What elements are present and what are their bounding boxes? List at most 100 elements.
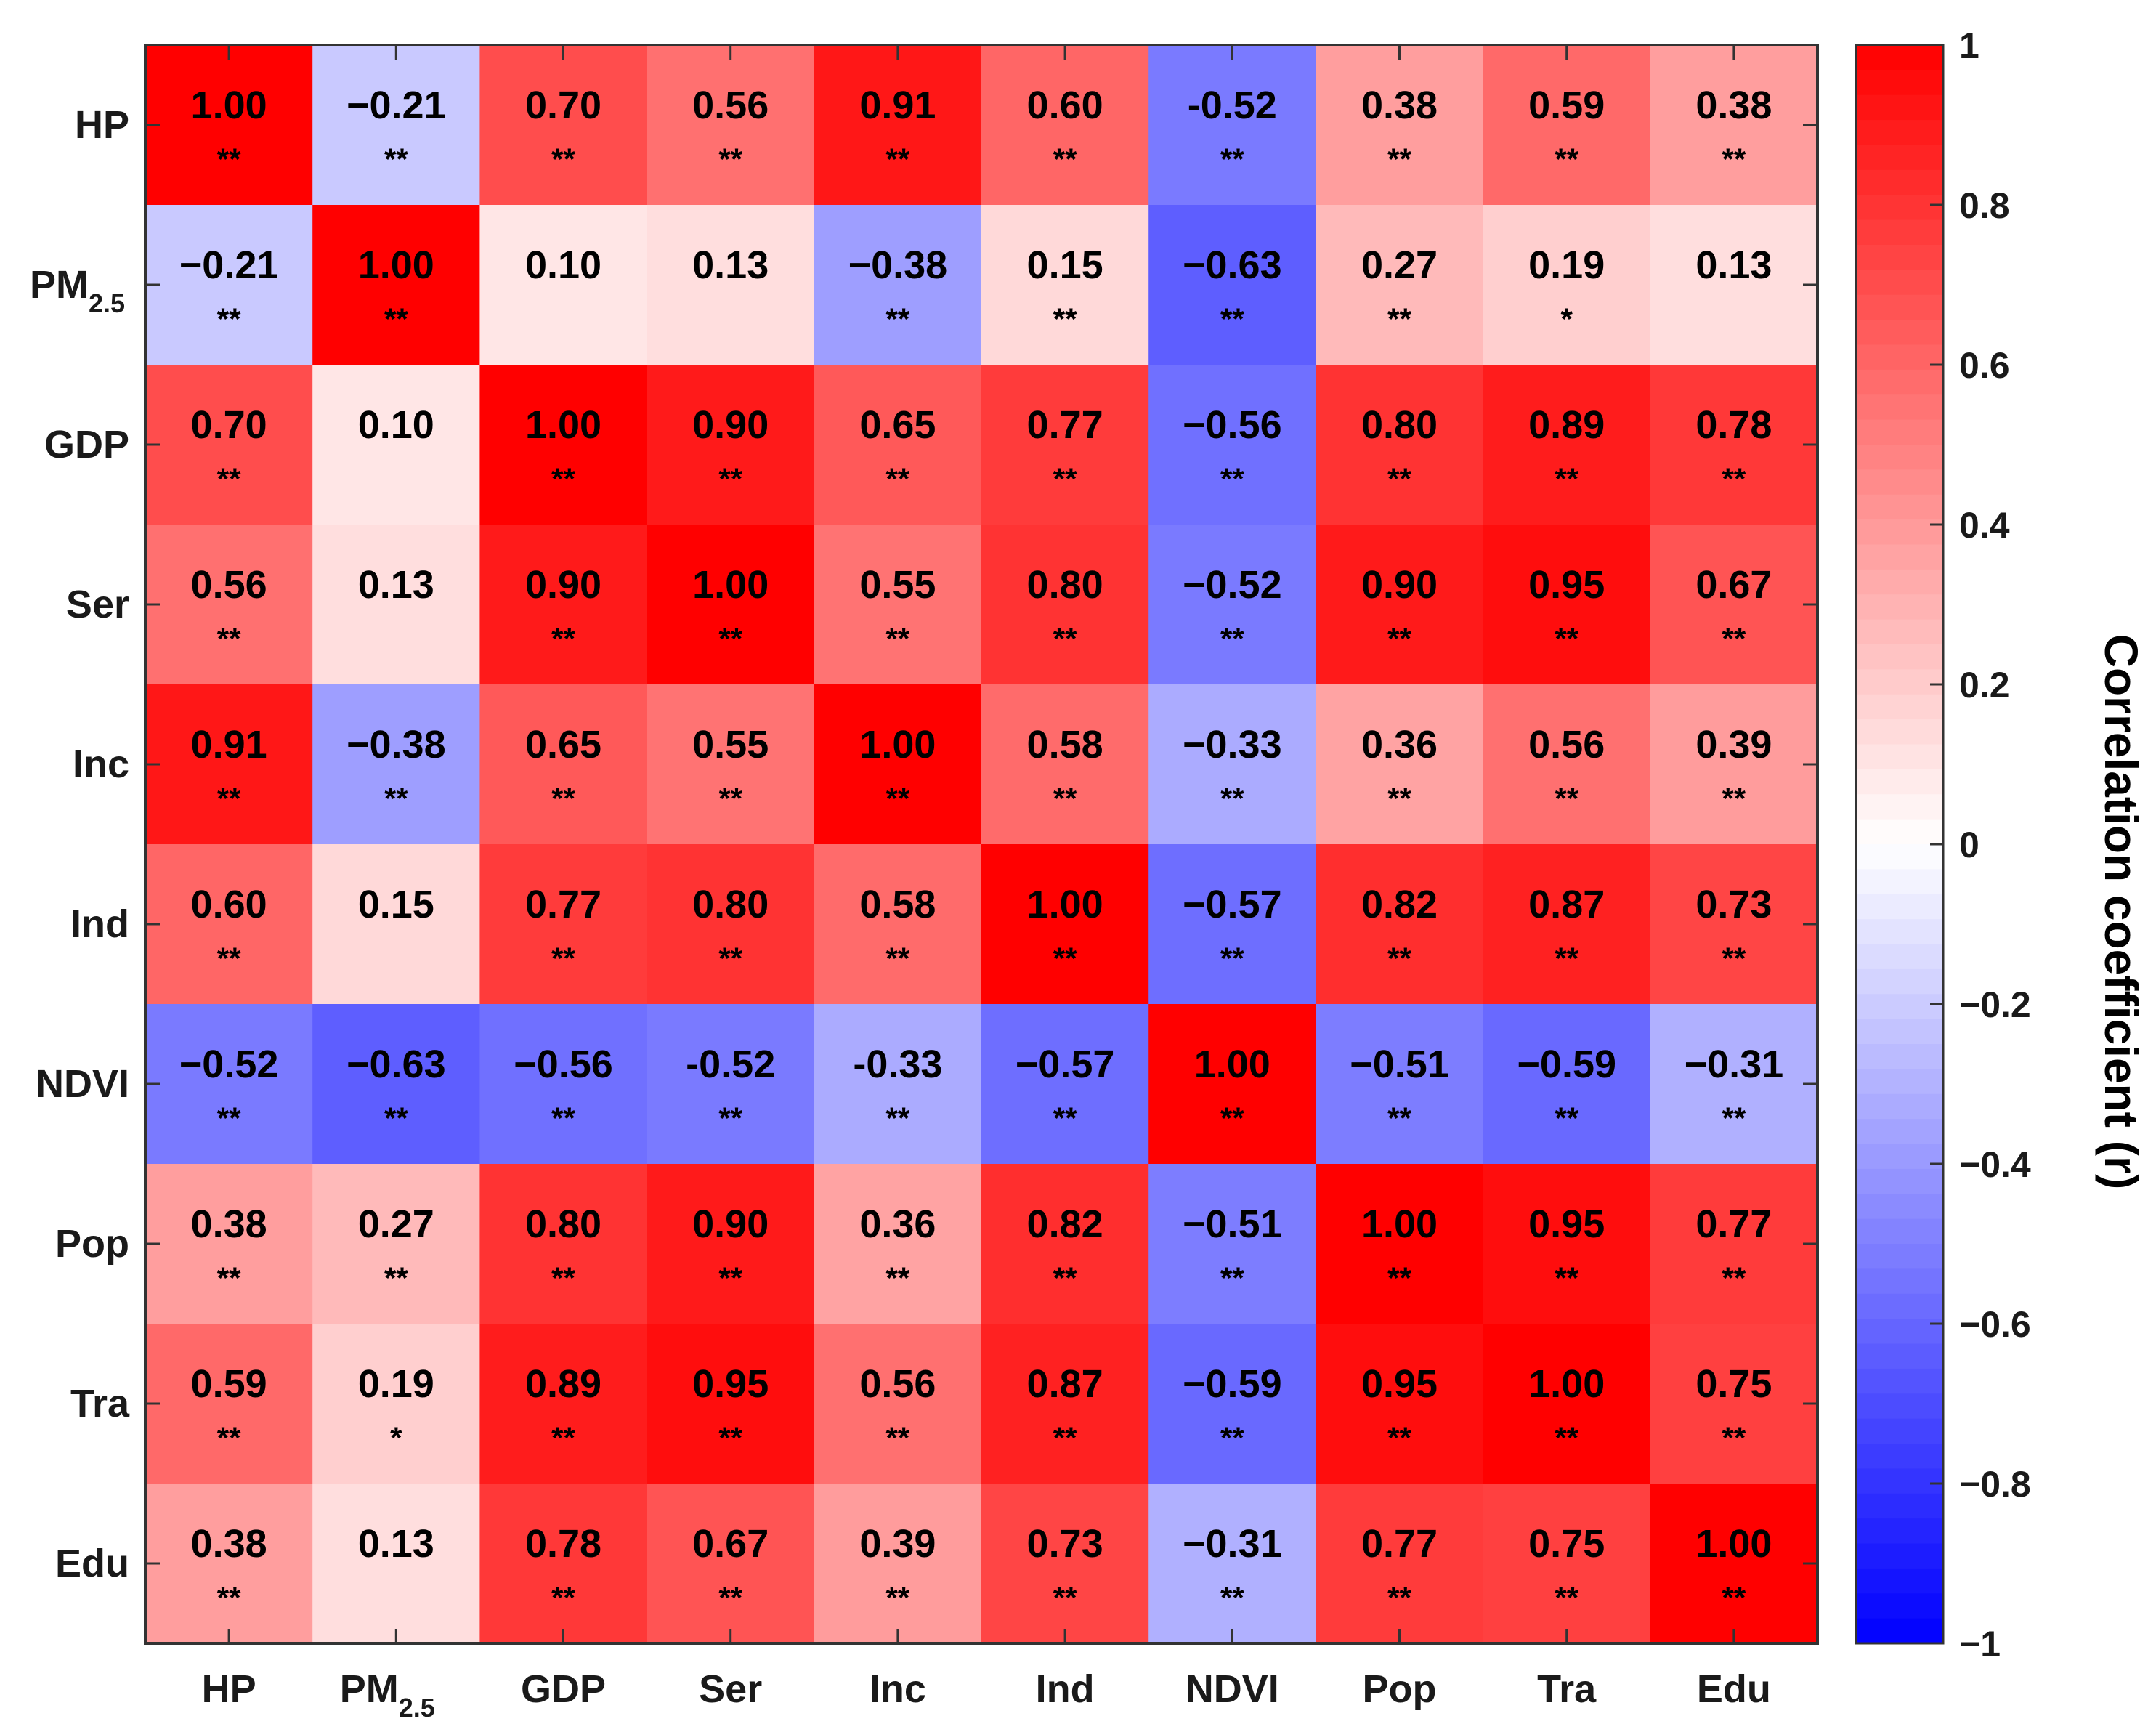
heatmap-cell-hp-pm2-5 bbox=[312, 45, 480, 206]
cell-value-label: 1.00 bbox=[692, 563, 769, 607]
significance-marker: ** bbox=[1555, 462, 1578, 496]
y-label-inc: Inc bbox=[73, 742, 129, 786]
colorbar-step bbox=[1856, 1543, 1943, 1569]
heatmap-cell-pop-inc bbox=[814, 1164, 982, 1324]
significance-marker: ** bbox=[1555, 1101, 1578, 1136]
significance-marker: ** bbox=[217, 1261, 241, 1295]
y-label-edu: Edu bbox=[55, 1542, 129, 1585]
colorbar-step bbox=[1856, 619, 1943, 645]
colorbar-step bbox=[1856, 1518, 1943, 1545]
significance-marker: ** bbox=[1555, 942, 1578, 976]
y-label-hp: HP bbox=[75, 103, 129, 147]
heatmap-cell-pop-hp bbox=[145, 1164, 313, 1324]
cell-value-label: 1.00 bbox=[1361, 1202, 1438, 1246]
colorbar-step bbox=[1856, 544, 1943, 570]
colorbar-step bbox=[1856, 1568, 1943, 1594]
cell-value-label: −0.21 bbox=[179, 243, 279, 287]
cell-value-label: 0.38 bbox=[191, 1202, 267, 1246]
cell-value-label: 0.15 bbox=[358, 883, 434, 926]
heatmap-cell-inc-tra bbox=[1483, 684, 1651, 845]
cell-value-label: 0.56 bbox=[191, 563, 267, 607]
heatmap-cell-gdp-edu bbox=[1650, 365, 1818, 525]
heatmap-cell-ind-edu bbox=[1650, 844, 1818, 1005]
cell-value-label: 0.13 bbox=[692, 243, 769, 287]
significance-marker: ** bbox=[217, 1101, 241, 1136]
cell-value-label: −0.38 bbox=[848, 243, 948, 287]
significance-marker: ** bbox=[1387, 302, 1411, 336]
cell-value-label: 0.95 bbox=[1528, 1202, 1605, 1246]
heatmap-cell-ser-ser bbox=[647, 525, 815, 685]
cell-value-label: 0.58 bbox=[1027, 723, 1103, 766]
heatmap-cell-ind-pm2-5 bbox=[312, 844, 480, 1005]
colorbar-step bbox=[1856, 744, 1943, 770]
heatmap-cell-ser-ndvi bbox=[1148, 525, 1316, 685]
significance-marker: * bbox=[390, 1421, 402, 1455]
cell-value-label: −0.51 bbox=[1350, 1043, 1449, 1086]
heatmap-cell-pm2-5-pm2-5 bbox=[312, 205, 480, 365]
significance-marker: ** bbox=[1053, 1421, 1077, 1455]
cell-value-label: 0.77 bbox=[525, 883, 601, 926]
cell-value-label: 0.10 bbox=[358, 403, 434, 447]
colorbar-step bbox=[1856, 169, 1943, 195]
significance-marker: ** bbox=[718, 462, 742, 496]
heatmap-cell-ndvi-ind bbox=[981, 1004, 1149, 1165]
cell-value-label: −0.21 bbox=[346, 84, 446, 127]
heatmap-cell-pm2-5-hp bbox=[145, 205, 313, 365]
colorbar-step bbox=[1856, 369, 1943, 395]
heatmap-cell-edu-ndvi bbox=[1148, 1484, 1316, 1644]
significance-marker: ** bbox=[1387, 942, 1411, 976]
cell-value-label: −0.33 bbox=[1183, 723, 1282, 766]
heatmap-cell-ndvi-ndvi bbox=[1148, 1004, 1316, 1165]
significance-marker: ** bbox=[886, 462, 910, 496]
heatmap-cell-edu-edu bbox=[1650, 1484, 1818, 1644]
x-label-ndvi: NDVI bbox=[1186, 1667, 1279, 1711]
significance-marker: ** bbox=[551, 942, 575, 976]
colorbar-tick-label: 0.4 bbox=[1959, 505, 2010, 546]
significance-marker: ** bbox=[718, 1581, 742, 1615]
colorbar-step bbox=[1856, 794, 1943, 820]
colorbar-tick-label: −0.4 bbox=[1959, 1144, 2031, 1185]
cell-value-label: −0.59 bbox=[1183, 1362, 1282, 1406]
cell-value-label: -0.52 bbox=[686, 1043, 775, 1086]
cell-value-label: 0.60 bbox=[191, 883, 267, 926]
heatmap-cell-edu-gdp bbox=[479, 1484, 648, 1644]
cell-value-label: 0.89 bbox=[525, 1362, 601, 1406]
significance-marker: ** bbox=[1722, 782, 1746, 816]
colorbar-step bbox=[1856, 819, 1943, 845]
significance-marker: ** bbox=[1722, 142, 1746, 177]
significance-marker: ** bbox=[1722, 1101, 1746, 1136]
heatmap-cell-pop-ndvi bbox=[1148, 1164, 1316, 1324]
heatmap-cell-gdp-tra bbox=[1483, 365, 1651, 525]
cell-value-label: 0.80 bbox=[1361, 403, 1438, 447]
heatmap-cell-ind-ser bbox=[647, 844, 815, 1005]
cell-value-label: 0.77 bbox=[1695, 1202, 1772, 1246]
heatmap-cell-gdp-ndvi bbox=[1148, 365, 1316, 525]
heatmap-cell-ind-inc bbox=[814, 844, 982, 1005]
heatmap-cell-ind-ndvi bbox=[1148, 844, 1316, 1005]
significance-marker: ** bbox=[1220, 462, 1244, 496]
heatmap-cell-hp-ind bbox=[981, 45, 1149, 206]
cell-value-label: −0.57 bbox=[1016, 1043, 1115, 1086]
cell-value-label: 0.36 bbox=[1361, 723, 1438, 766]
colorbar-step bbox=[1856, 1368, 1943, 1394]
colorbar-step bbox=[1856, 320, 1943, 346]
cell-value-label: 0.77 bbox=[1361, 1522, 1438, 1566]
colorbar-title: Correlation coefficient (r) bbox=[2095, 634, 2147, 1190]
heatmap-cell-pm2-5-gdp bbox=[479, 205, 648, 365]
significance-marker: ** bbox=[217, 462, 241, 496]
cell-value-label: −0.31 bbox=[1183, 1522, 1282, 1566]
heatmap-cell-ind-pop bbox=[1316, 844, 1484, 1005]
colorbar-step bbox=[1856, 694, 1943, 720]
cell-value-label: 0.80 bbox=[692, 883, 769, 926]
heatmap-cell-hp-ndvi bbox=[1148, 45, 1316, 206]
heatmap-cell-ind-hp bbox=[145, 844, 313, 1005]
colorbar-tick-label: 0 bbox=[1959, 825, 1979, 865]
heatmap-cell-ser-tra bbox=[1483, 525, 1651, 685]
heatmap-cell-edu-pop bbox=[1316, 1484, 1484, 1644]
colorbar-step bbox=[1856, 1493, 1943, 1519]
colorbar-step bbox=[1856, 469, 1943, 495]
significance-marker: ** bbox=[886, 622, 910, 656]
colorbar-step bbox=[1856, 869, 1943, 895]
heatmap-cell-tra-tra bbox=[1483, 1324, 1651, 1484]
